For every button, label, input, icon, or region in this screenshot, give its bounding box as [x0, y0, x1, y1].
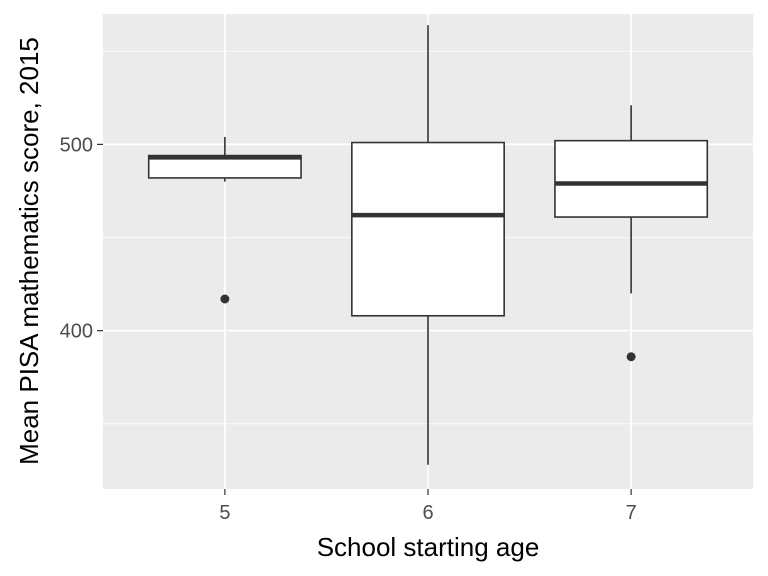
x-tick-label: 7 — [626, 502, 637, 524]
boxes — [147, 25, 709, 465]
y-axis-title: Mean PISA mathematics score, 2015 — [14, 37, 44, 465]
x-axis-ticks: 5 6 7 — [219, 489, 637, 524]
box-group-6 — [351, 25, 505, 465]
y-axis-ticks: 400 500 — [60, 134, 103, 343]
box-iqr — [554, 139, 709, 218]
x-tick-label: 5 — [219, 502, 230, 524]
box-group-7 — [554, 105, 709, 362]
box-group-5 — [147, 136, 302, 304]
y-tick-label: 500 — [60, 134, 93, 156]
x-tick-label: 6 — [422, 502, 433, 524]
outlier-point — [220, 294, 230, 304]
y-tick-label: 400 — [60, 321, 93, 343]
x-axis-title: School starting age — [317, 532, 540, 562]
box-iqr — [351, 141, 505, 317]
outlier-point — [626, 352, 636, 362]
